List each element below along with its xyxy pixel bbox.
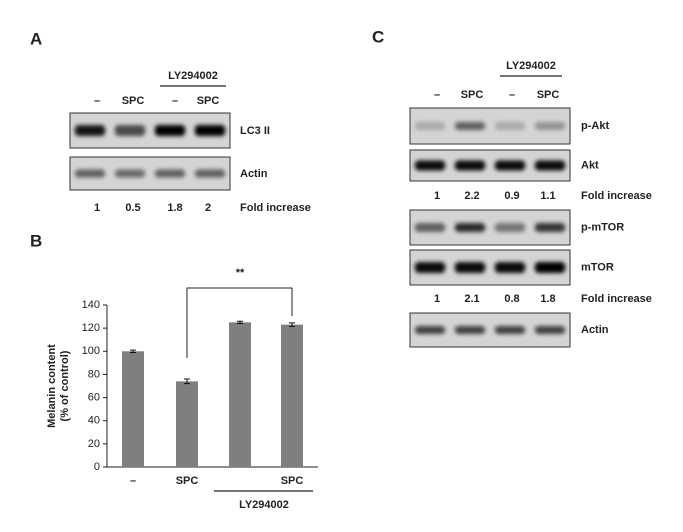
band — [494, 262, 526, 273]
x-tick-label: SPC — [281, 475, 304, 487]
band — [454, 122, 486, 130]
lane-label: SPC — [461, 89, 484, 101]
fold-label: Fold increase — [240, 202, 311, 214]
band — [414, 160, 446, 171]
lane-label: – — [172, 95, 178, 107]
band — [414, 223, 446, 232]
y-tick-label: 80 — [88, 368, 100, 380]
fold-value: 2.2 — [464, 190, 479, 202]
fold-value: 1 — [434, 190, 440, 202]
x-tick-label: SPC — [176, 475, 199, 487]
lane-label: SPC — [122, 95, 145, 107]
band — [74, 169, 106, 178]
band — [534, 326, 566, 334]
bar — [281, 324, 303, 467]
panel-label: B — [30, 231, 42, 250]
lane-label: – — [434, 89, 440, 101]
lane-label: SPC — [537, 89, 560, 101]
band — [534, 122, 566, 130]
lane-label: – — [509, 89, 515, 101]
blot-label: p-Akt — [581, 120, 609, 132]
error-bar — [237, 320, 243, 325]
y-tick-label: 60 — [88, 391, 100, 403]
y-tick-label: 0 — [94, 461, 100, 473]
band — [194, 169, 226, 178]
band — [114, 169, 146, 178]
blot-label: Actin — [581, 324, 609, 336]
group-label: LY294002 — [239, 499, 289, 511]
panel-label: A — [30, 29, 42, 48]
band — [154, 125, 186, 136]
fold-value: 0.8 — [504, 293, 519, 305]
y-tick-label: 120 — [82, 322, 100, 334]
blot-label: mTOR — [581, 261, 614, 273]
band — [534, 160, 566, 171]
bar — [122, 351, 144, 467]
band — [494, 122, 526, 130]
band — [74, 125, 106, 136]
band — [114, 125, 146, 136]
band — [494, 160, 526, 171]
band — [494, 326, 526, 334]
y-axis-label: Melanin content — [46, 344, 58, 428]
treatment-label: LY294002 — [168, 70, 218, 82]
band — [534, 262, 566, 273]
fold-value: 0.9 — [504, 190, 519, 202]
fold-value: 1 — [434, 293, 440, 305]
fold-label: Fold increase — [581, 190, 652, 202]
bar — [176, 381, 198, 467]
fold-value: 1 — [94, 202, 100, 214]
band — [414, 326, 446, 334]
fold-value: 1.1 — [540, 190, 555, 202]
blot-label: p-mTOR — [581, 221, 624, 233]
fold-value: 1.8 — [167, 202, 182, 214]
band — [454, 223, 486, 232]
blot-label: Akt — [581, 159, 599, 171]
fold-label: Fold increase — [581, 293, 652, 305]
error-bar — [289, 322, 295, 327]
panel-label: C — [372, 27, 384, 46]
band — [194, 125, 226, 136]
blot-label: LC3 II — [240, 125, 270, 137]
band — [454, 326, 486, 334]
band — [414, 262, 446, 273]
y-axis-label: (% of control) — [59, 350, 71, 421]
y-tick-label: 20 — [88, 438, 100, 450]
band — [494, 223, 526, 232]
x-tick-label: – — [130, 475, 136, 487]
error-bar — [130, 349, 136, 353]
band — [454, 262, 486, 273]
fold-value: 0.5 — [125, 202, 140, 214]
band — [414, 122, 446, 130]
band — [454, 160, 486, 171]
significance-bracket — [186, 287, 293, 358]
y-tick-label: 40 — [88, 415, 100, 427]
error-bar — [184, 378, 190, 385]
significance-label: ** — [236, 267, 245, 279]
lane-label: – — [94, 95, 100, 107]
fold-value: 2.1 — [464, 293, 479, 305]
y-tick-label: 140 — [82, 299, 100, 311]
treatment-label: LY294002 — [506, 60, 556, 72]
lane-label: SPC — [197, 95, 220, 107]
band — [154, 169, 186, 178]
blot-label: Actin — [240, 168, 268, 180]
fold-value: 2 — [205, 202, 211, 214]
fold-value: 1.8 — [540, 293, 555, 305]
bar — [229, 322, 251, 467]
y-tick-label: 100 — [82, 345, 100, 357]
band — [534, 223, 566, 232]
